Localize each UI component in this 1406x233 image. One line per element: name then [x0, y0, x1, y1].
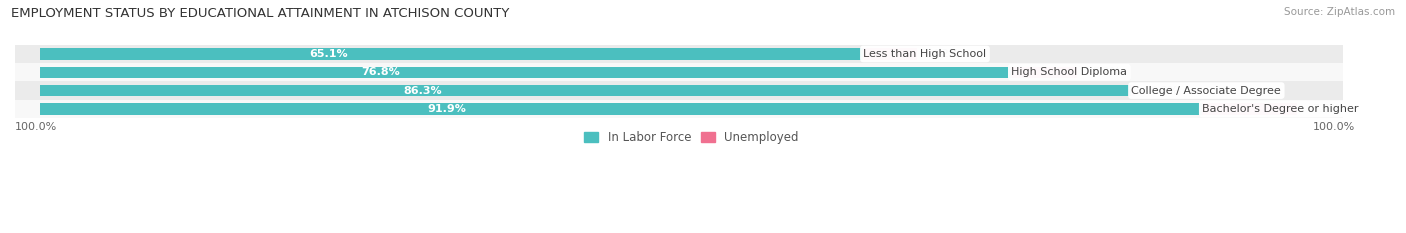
Text: 100.0%: 100.0% — [1313, 122, 1355, 132]
Text: College / Associate Degree: College / Associate Degree — [1132, 86, 1281, 96]
Bar — [15, 63, 1343, 81]
Text: 4.2%: 4.2% — [932, 49, 960, 59]
Text: 0.3%: 0.3% — [1150, 86, 1178, 96]
Bar — [41, 67, 1011, 78]
Bar — [15, 100, 1343, 118]
Bar — [41, 103, 1202, 115]
Bar — [863, 48, 917, 60]
Text: Bachelor's Degree or higher: Bachelor's Degree or higher — [1202, 104, 1358, 114]
Text: 86.3%: 86.3% — [404, 86, 441, 96]
Bar — [1011, 67, 1077, 78]
Bar — [41, 48, 863, 60]
Text: EMPLOYMENT STATUS BY EDUCATIONAL ATTAINMENT IN ATCHISON COUNTY: EMPLOYMENT STATUS BY EDUCATIONAL ATTAINM… — [11, 7, 509, 20]
Text: 65.1%: 65.1% — [309, 49, 347, 59]
Text: 5.2%: 5.2% — [1092, 67, 1121, 77]
Legend: In Labor Force, Unemployed: In Labor Force, Unemployed — [579, 126, 803, 149]
Text: High School Diploma: High School Diploma — [1011, 67, 1128, 77]
Bar — [15, 45, 1343, 63]
Bar — [41, 85, 1132, 96]
Text: 91.9%: 91.9% — [427, 104, 467, 114]
Bar — [15, 81, 1343, 100]
Text: 100.0%: 100.0% — [15, 122, 58, 132]
Text: Less than High School: Less than High School — [863, 49, 987, 59]
Text: 76.8%: 76.8% — [361, 67, 399, 77]
Bar — [1202, 103, 1298, 115]
Bar — [1132, 85, 1135, 96]
Text: 7.5%: 7.5% — [1312, 104, 1341, 114]
Text: Source: ZipAtlas.com: Source: ZipAtlas.com — [1284, 7, 1395, 17]
